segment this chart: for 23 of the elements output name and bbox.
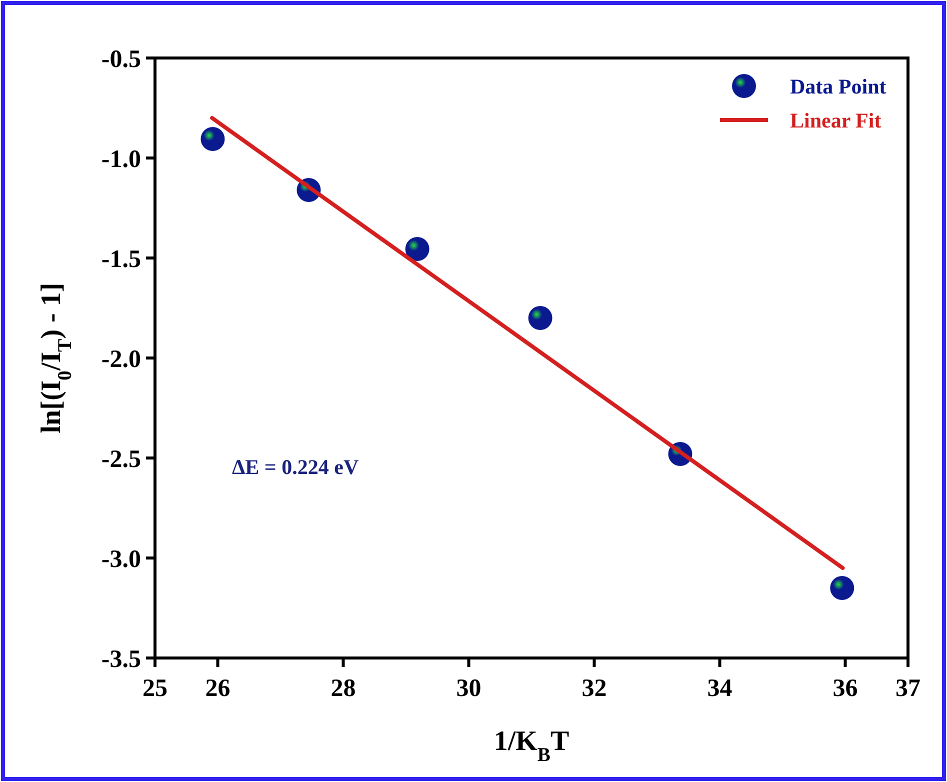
- x-tick-label: 30: [456, 675, 482, 702]
- x-tick-label: 26: [205, 675, 230, 702]
- y-tick-label: -2.0: [101, 346, 141, 373]
- y-tick-label: -1.5: [101, 246, 141, 273]
- y-tick-label: -2.5: [101, 446, 141, 473]
- y-tick-label: -3.5: [101, 646, 141, 673]
- x-tick-label: 37: [896, 675, 920, 702]
- x-tick-label: 28: [330, 675, 356, 702]
- point: [200, 127, 225, 151]
- x-tick-label: 36: [832, 675, 858, 702]
- point: [528, 306, 552, 330]
- annotation: ΔE = 0.224 eV: [232, 455, 359, 479]
- y-tick-label: -3.0: [101, 546, 141, 573]
- point: [830, 576, 854, 600]
- y-tick-label: -1.0: [101, 146, 141, 173]
- point: [405, 237, 430, 261]
- x-tick-label: 25: [142, 675, 168, 702]
- legend-label: Data Point: [790, 74, 886, 98]
- x-tick-label: 34: [707, 675, 733, 702]
- x-axis-title: 1/K$_{B}$T: [494, 726, 570, 766]
- legend-label: Linear Fit: [790, 108, 882, 132]
- y-tick-label: -0.5: [101, 46, 141, 73]
- x-tick-label: 32: [582, 675, 607, 702]
